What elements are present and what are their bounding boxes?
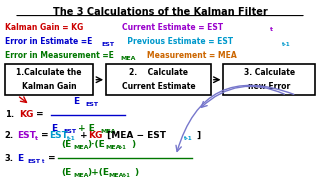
- FancyBboxPatch shape: [106, 64, 211, 95]
- Text: E: E: [73, 97, 79, 106]
- Text: )+(E: )+(E: [88, 168, 110, 177]
- FancyBboxPatch shape: [4, 64, 93, 95]
- Text: MEA: MEA: [100, 129, 116, 134]
- Text: t: t: [269, 27, 272, 32]
- Text: 3.: 3.: [4, 154, 13, 163]
- Text: +: +: [80, 131, 91, 140]
- Text: (E: (E: [61, 168, 71, 177]
- Text: EST: EST: [28, 159, 40, 164]
- Text: MEA: MEA: [105, 145, 121, 150]
- Text: KG: KG: [88, 131, 102, 140]
- Text: t-1: t-1: [282, 42, 291, 47]
- Text: 1.Calculate the: 1.Calculate the: [16, 68, 82, 77]
- Text: (E: (E: [61, 140, 71, 149]
- Text: )·(E: )·(E: [88, 140, 105, 149]
- Text: 2.    Calculate: 2. Calculate: [129, 68, 188, 77]
- Text: E: E: [52, 124, 58, 133]
- Text: t-1: t-1: [119, 145, 127, 150]
- Text: Error in Estimate =E: Error in Estimate =E: [4, 37, 92, 46]
- Text: t: t: [35, 136, 38, 141]
- Text: EST: EST: [50, 131, 68, 140]
- Text: ): ): [131, 140, 135, 149]
- Text: =: =: [48, 154, 56, 163]
- Text: [MEA − EST: [MEA − EST: [104, 131, 165, 140]
- Text: t-1: t-1: [67, 136, 76, 141]
- Text: 3. Calculate: 3. Calculate: [244, 68, 295, 77]
- Text: + E: + E: [78, 124, 95, 133]
- Text: Previous Estimate = EST: Previous Estimate = EST: [122, 37, 233, 46]
- Text: 1.: 1.: [4, 110, 14, 119]
- Text: MEA: MEA: [108, 173, 124, 178]
- Text: MEA: MEA: [74, 173, 89, 178]
- Text: t-1: t-1: [123, 173, 130, 178]
- Text: Kalman Gain = KG: Kalman Gain = KG: [4, 22, 83, 32]
- Text: ): ): [134, 168, 138, 177]
- Text: Kalman Gain: Kalman Gain: [22, 82, 76, 91]
- Text: new Error: new Error: [248, 82, 291, 91]
- Text: EST: EST: [85, 102, 99, 107]
- Text: ]: ]: [196, 131, 201, 140]
- Text: Measurement = MEA: Measurement = MEA: [140, 51, 237, 60]
- Text: t-1: t-1: [184, 136, 192, 141]
- Text: Current Estimate: Current Estimate: [122, 82, 195, 91]
- Text: MEA: MEA: [74, 145, 89, 150]
- Text: EST: EST: [101, 42, 114, 47]
- Text: =: =: [41, 131, 49, 140]
- Text: 2.: 2.: [4, 131, 14, 140]
- Text: KG: KG: [19, 110, 33, 119]
- Text: The 3 Calculations of the Kalman Filter: The 3 Calculations of the Kalman Filter: [52, 7, 268, 17]
- FancyBboxPatch shape: [223, 64, 316, 95]
- Text: =: =: [36, 110, 44, 119]
- Text: Current Estimate = EST: Current Estimate = EST: [122, 22, 223, 32]
- Text: t: t: [42, 159, 44, 164]
- Text: MEA: MEA: [120, 56, 136, 61]
- Text: EST: EST: [17, 131, 36, 140]
- Text: Error in Measurement =E: Error in Measurement =E: [4, 51, 113, 60]
- Text: EST: EST: [64, 129, 76, 134]
- Text: E: E: [17, 154, 23, 163]
